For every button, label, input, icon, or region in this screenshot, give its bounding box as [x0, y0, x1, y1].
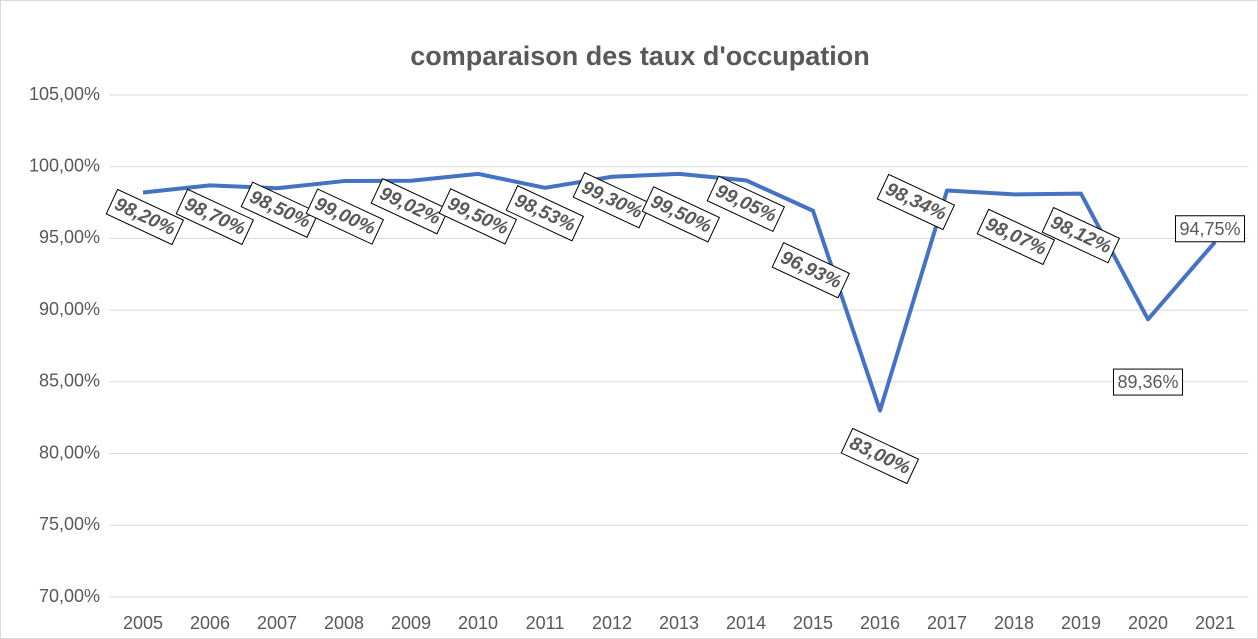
data-label-group: 89,36%: [1112, 368, 1184, 396]
data-label-box: [976, 208, 1056, 266]
data-label-box: [1041, 206, 1121, 264]
y-tick-label: 105,00%: [29, 84, 100, 104]
data-label-group: 94,75%: [1174, 215, 1246, 243]
x-tick-label: 2009: [391, 613, 431, 633]
data-label-box: [1174, 215, 1246, 243]
data-label-box: [641, 186, 721, 243]
x-tick-label: 2010: [458, 613, 498, 633]
x-tick-label: 2011: [526, 613, 565, 633]
data-label-box: [240, 181, 320, 238]
x-tick-label: 2007: [257, 613, 297, 633]
data-label-box: [771, 242, 851, 299]
x-tick-label: 2012: [592, 613, 632, 633]
y-tick-label: 90,00%: [39, 299, 100, 319]
data-label-box: [105, 188, 185, 246]
data-label-box: [572, 172, 652, 229]
x-tick-label: 2017: [927, 613, 967, 633]
x-tick-label: 2015: [793, 613, 833, 633]
x-tick-label: 2006: [190, 613, 230, 633]
data-label-box: [175, 188, 255, 246]
data-label-group: 98,34%: [876, 173, 956, 231]
data-label-box: [706, 175, 786, 233]
y-tick-label: 70,00%: [39, 586, 100, 606]
data-label-box: [505, 185, 585, 242]
x-tick-label: 2014: [726, 613, 766, 633]
data-label-box: [305, 188, 385, 245]
x-tick-label: 2020: [1128, 613, 1168, 633]
y-tick-label: 95,00%: [39, 227, 100, 247]
chart-title: comparaison des taux d'occupation: [410, 41, 870, 71]
data-label-box: [438, 188, 518, 245]
data-label-box: [1112, 368, 1184, 396]
x-tick-label: 2005: [123, 613, 163, 633]
y-tick-label: 100,00%: [29, 155, 100, 175]
x-tick-label: 2013: [659, 613, 699, 633]
data-label: 94,75%: [1179, 219, 1240, 239]
data-label-box: [876, 173, 956, 231]
x-tick-label: 2016: [860, 613, 900, 633]
y-tick-label: 80,00%: [39, 442, 100, 462]
data-line: [142, 171, 1217, 413]
x-tick-label: 2021: [1195, 613, 1235, 633]
x-tick-label: 2019: [1061, 613, 1101, 633]
y-tick-label: 75,00%: [39, 514, 100, 534]
x-tick-label: 2018: [994, 613, 1034, 633]
x-tick-label: 2008: [324, 613, 364, 633]
y-tick-label: 85,00%: [39, 371, 100, 391]
data-label-box: [840, 427, 920, 485]
data-label: 89,36%: [1117, 372, 1178, 392]
data-label-box: [370, 178, 450, 235]
